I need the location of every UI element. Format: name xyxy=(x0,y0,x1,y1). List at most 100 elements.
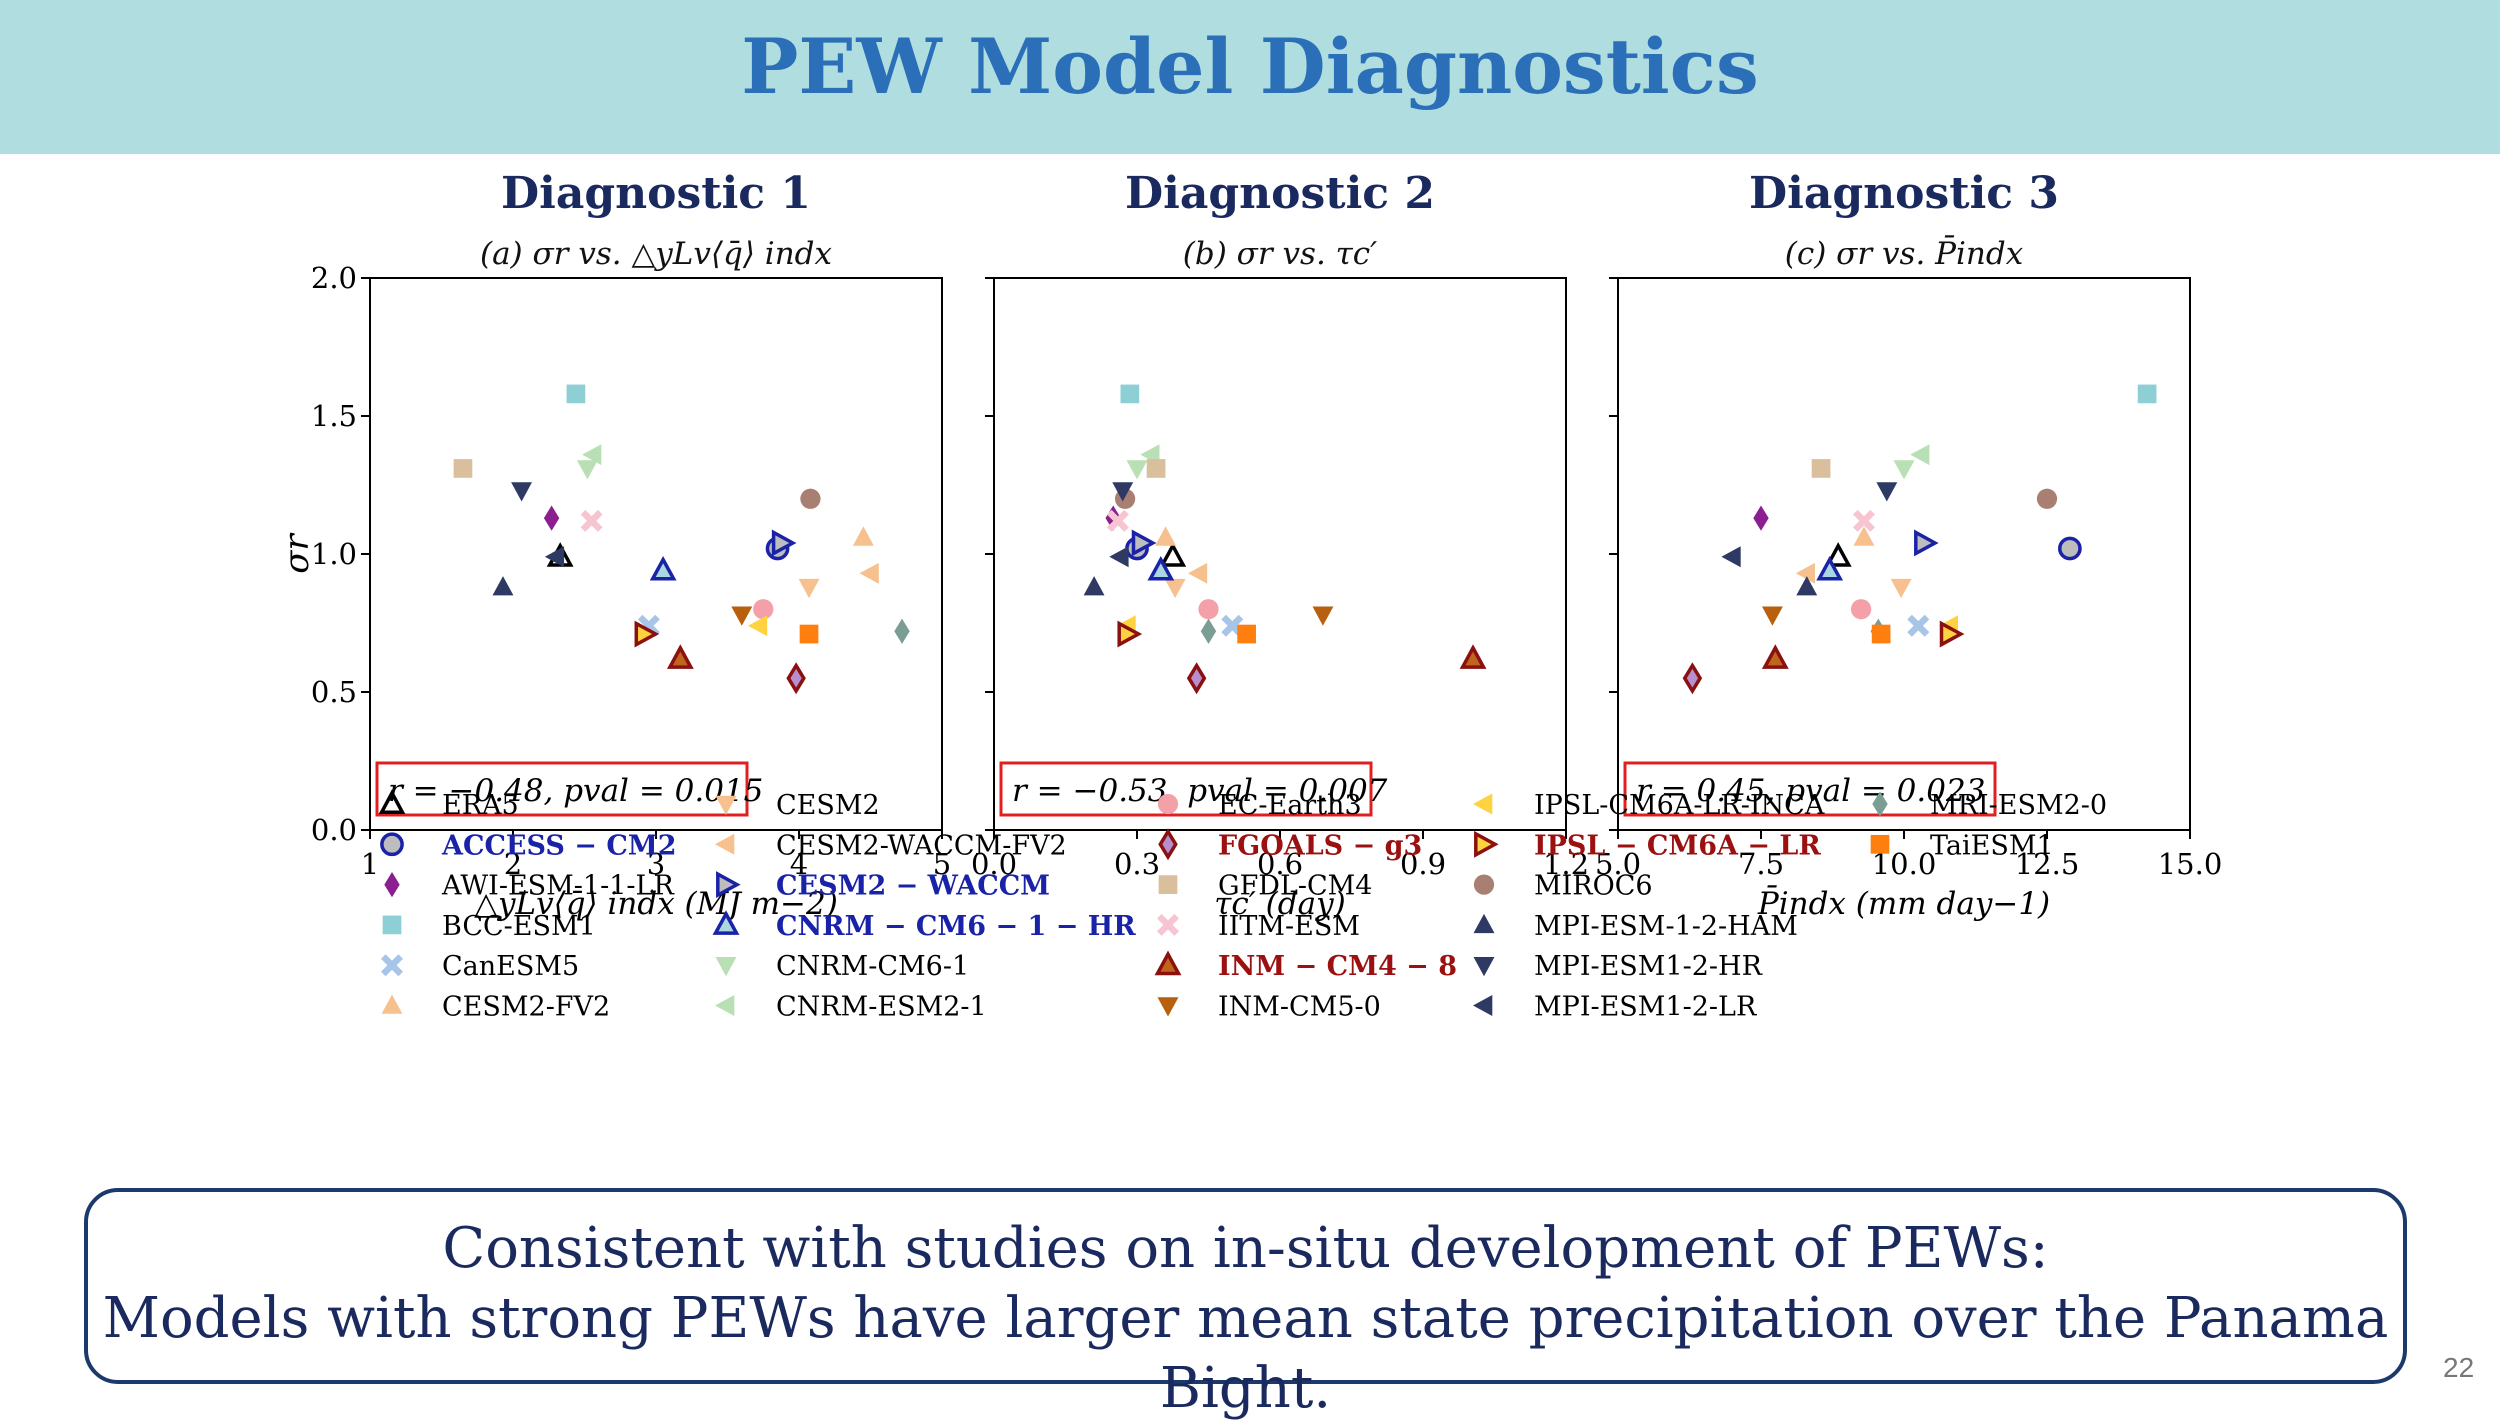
point-inm-cm4-8 xyxy=(1459,644,1487,669)
x-tick-label: 0.0 xyxy=(971,847,1017,881)
legend-item-mpi-esm1-2-hr: MPI-ESM1-2-HR xyxy=(1473,951,1763,982)
legend-label: CESM2 xyxy=(776,790,880,821)
legend-item-fgoals-g3: FGOALS − g3 xyxy=(1158,828,1422,861)
point-era5 xyxy=(1824,542,1852,567)
point-mpi-esm1-2-hr xyxy=(1876,482,1898,502)
point-inm-cm5-0 xyxy=(1312,606,1334,626)
legend-marker-gfdl-cm4 xyxy=(1158,875,1178,894)
legend-label: IPSL − CM6A − LR xyxy=(1534,830,1821,861)
y-tick-label: 1.5 xyxy=(311,399,357,433)
plot-frame xyxy=(369,277,943,831)
legend-item-gfdl-cm4: GFDL-CM4 xyxy=(1158,871,1373,902)
legend-label: IPSL-CM6A-LR-INCA xyxy=(1534,790,1825,821)
point-bcc-esm1 xyxy=(566,384,586,404)
slide-title: PEW Model Diagnostics xyxy=(741,22,1759,111)
legend-item-mri-esm2-0: MRI-ESM2-0 xyxy=(1872,790,2107,821)
legend-item-cesm2-waccm: CESM2 − WACCM xyxy=(716,871,1050,902)
legend-label: FGOALS − g3 xyxy=(1218,830,1422,861)
legend-label: BCC-ESM1 xyxy=(442,911,596,942)
legend-item-cnrm-esm2-1: CNRM-ESM2-1 xyxy=(715,992,987,1023)
legend-label: MPI-ESM1-2-LR xyxy=(1534,992,1757,1023)
point-iitm-esm xyxy=(1106,509,1129,532)
legend-item-ec-earth3: EC-Earth3 xyxy=(1157,790,1362,821)
legend-label: ACCESS − CM2 xyxy=(441,830,677,861)
point-cesm2-waccm-fv2 xyxy=(1188,562,1208,584)
point-miroc6 xyxy=(800,488,821,509)
point-canesm5 xyxy=(1907,614,1930,637)
point-miroc6 xyxy=(2036,488,2058,509)
legend-label: CESM2-WACCM-FV2 xyxy=(776,830,1067,861)
legend-label: MPI-ESM-1-2-HAM xyxy=(1534,911,1798,942)
stats-box xyxy=(1623,761,1997,817)
point-access-cm2 xyxy=(2058,536,2082,561)
legend-marker-ipsl-cm6a-lr-inca xyxy=(1473,793,1493,815)
point-mpi-esm1-2-lr xyxy=(1721,546,1741,568)
x-tick-label: 4 xyxy=(790,847,808,881)
x-tick-label: 0.9 xyxy=(1400,847,1446,881)
point-mpi-esm-1-2-ham xyxy=(1796,576,1818,596)
point-ec-earth3 xyxy=(753,599,774,620)
point-iitm-esm xyxy=(580,509,603,532)
point-gfdl-cm4 xyxy=(453,459,473,478)
panel-title: (c) σr vs. P̄indx xyxy=(1785,234,2024,272)
legend-item-miroc6: MIROC6 xyxy=(1473,871,1653,902)
conclusion-line-2: Models with strong PEWs have larger mean… xyxy=(102,1286,2389,1421)
legend-label: INM-CM5-0 xyxy=(1218,992,1381,1023)
point-fgoals-g3 xyxy=(786,662,806,695)
legend-marker-inm-cm4-8 xyxy=(1154,950,1182,976)
legend-marker-era5 xyxy=(378,789,406,815)
point-cesm2-waccm-fv2 xyxy=(859,562,879,584)
legend-marker-ec-earth3 xyxy=(1157,793,1179,815)
legend-item-canesm5: CanESM5 xyxy=(381,951,579,982)
legend-marker-access-cm2 xyxy=(380,832,404,857)
point-mpi-esm1-2-lr xyxy=(544,546,565,568)
point-bcc-esm1 xyxy=(1120,384,1140,404)
legend-item-cesm2: CESM2 xyxy=(715,790,880,821)
legend-label: CNRM-ESM2-1 xyxy=(776,992,987,1023)
legend-marker-cesm2-waccm-fv2 xyxy=(715,833,735,855)
x-tick-label: 5.0 xyxy=(1595,847,1641,881)
legend-marker-mpi-esm-1-2-ham xyxy=(1473,913,1495,934)
stats-box xyxy=(375,761,749,817)
legend-label: ERA5 xyxy=(442,790,519,821)
chart-panel-2: Diagnostic 2 (b) σr vs. τc′ 0.0 0.3 0.6 0.9 1.… xyxy=(971,168,1589,922)
chart-panel-1: Diagnostic 1 (a) σr vs. △yLv⟨q̄⟩ indx 1 2 3 4… xyxy=(277,168,951,922)
legend-label: CESM2 − WACCM xyxy=(776,871,1050,902)
legend-marker-cnrm-esm2-1 xyxy=(715,995,735,1016)
legend-item-bcc-esm1: BCC-ESM1 xyxy=(382,911,596,942)
point-bcc-esm1 xyxy=(2137,384,2157,404)
legend-marker-cnrm-cm6-1-hr xyxy=(712,910,740,935)
legend-marker-iitm-esm xyxy=(1157,913,1179,936)
point-awi-esm-1-1-lr xyxy=(1753,505,1769,531)
legend-label: MRI-ESM2-0 xyxy=(1930,790,2107,821)
point-cesm2 xyxy=(798,578,820,599)
legend-item-cnrm-cm6-1-hr: CNRM − CM6 − 1 − HR xyxy=(712,910,1136,942)
point-mpi-esm1-2-hr xyxy=(1112,482,1134,502)
point-cesm2-fv2 xyxy=(1155,526,1176,546)
x-axis-label: P̄indx (mm day−1) xyxy=(1757,884,2050,922)
point-cnrm-cm6-1-hr xyxy=(1816,555,1844,581)
point-cesm2 xyxy=(1890,578,1912,599)
legend-marker-cesm2-waccm xyxy=(716,871,741,899)
legend-marker-fgoals-g3 xyxy=(1158,828,1178,861)
legend-marker-taiesm1 xyxy=(1870,834,1890,854)
point-mpi-esm1-2-hr xyxy=(511,482,532,502)
point-mpi-esm-1-2-ham xyxy=(1083,576,1105,596)
legend-marker-cesm2 xyxy=(715,795,737,815)
y-axis-label: σr xyxy=(277,533,317,574)
slide-number: 22 xyxy=(2443,1352,2475,1383)
point-mpi-esm1-2-lr xyxy=(1109,546,1129,568)
point-inm-cm5-0 xyxy=(1762,606,1783,626)
legend-label: EC-Earth3 xyxy=(1218,790,1362,821)
y-tick-label: 1.0 xyxy=(311,537,357,571)
legend-marker-inm-cm5-0 xyxy=(1157,997,1179,1017)
legend-label: CNRM-CM6-1 xyxy=(776,951,969,982)
legend-item-cnrm-cm6-1: CNRM-CM6-1 xyxy=(715,951,969,982)
point-taiesm1 xyxy=(1237,624,1256,644)
point-awi-esm-1-1-lr xyxy=(543,505,560,531)
point-cnrm-cm6-1-hr xyxy=(1147,555,1175,581)
legend-item-taiesm1: TaiESM1 xyxy=(1870,830,2054,861)
legend-item-era5: ERA5 xyxy=(378,789,519,821)
x-axis-label: τc′ (day) xyxy=(1214,886,1345,922)
x-tick-label: 7.5 xyxy=(1738,847,1784,881)
